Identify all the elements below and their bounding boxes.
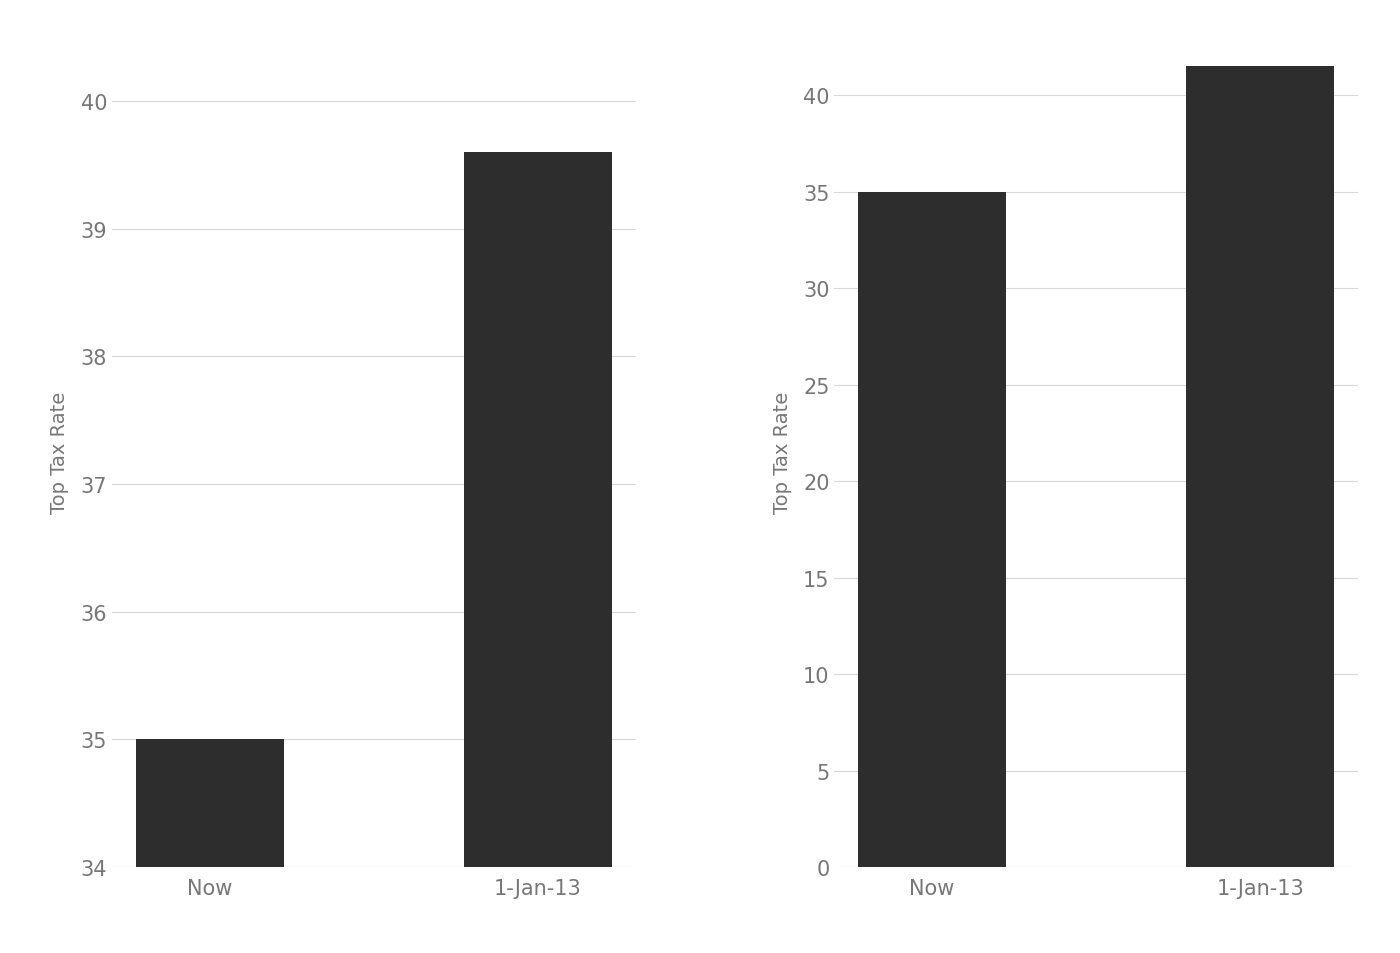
Bar — [136, 740, 284, 953]
Y-axis label: Top Tax Rate: Top Tax Rate — [773, 392, 792, 514]
Bar — [858, 193, 1007, 867]
Bar — [1186, 67, 1334, 867]
Y-axis label: Top Tax Rate: Top Tax Rate — [50, 392, 70, 514]
Bar — [463, 152, 612, 953]
